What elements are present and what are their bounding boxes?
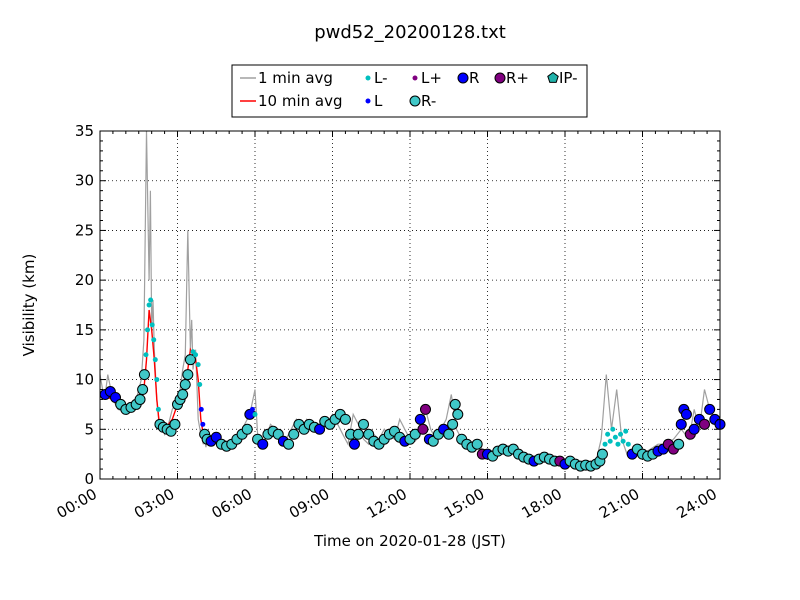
legend-swatch (457, 72, 469, 84)
marker-R- (283, 438, 295, 450)
marker-R- (138, 369, 150, 381)
y-tick-label: 5 (84, 420, 94, 438)
marker-L- (193, 352, 199, 358)
marker-R- (288, 428, 300, 440)
marker-L- (155, 406, 161, 412)
marker-R (414, 413, 426, 425)
marker-R- (177, 388, 189, 400)
marker-R- (443, 428, 455, 440)
marker-R- (137, 384, 149, 396)
marker-L- (145, 327, 151, 333)
marker-R- (596, 448, 608, 460)
marker-R (314, 423, 326, 435)
y-axis-label: Visibility (km) (20, 254, 38, 357)
marker-R- (241, 423, 253, 435)
legend-label: 10 min avg (258, 92, 343, 110)
legend-label: IP- (559, 69, 578, 87)
legend-label: 1 min avg (258, 69, 333, 87)
marker-L- (615, 441, 621, 447)
marker-L- (152, 357, 158, 363)
marker-R- (184, 354, 196, 366)
marker-R- (449, 398, 461, 410)
x-axis-label: Time on 2020-01-28 (JST) (313, 532, 506, 550)
y-tick-label: 30 (75, 172, 94, 190)
marker-L (198, 406, 204, 412)
marker-R (680, 408, 692, 420)
marker-R+ (420, 403, 431, 415)
y-tick-label: 25 (75, 221, 94, 239)
marker-L- (612, 434, 618, 440)
legend-swatch (412, 75, 418, 81)
marker-L- (146, 302, 152, 308)
marker-L- (149, 322, 155, 328)
legend-label: R (469, 69, 479, 87)
marker-R- (339, 413, 351, 425)
y-tick-label: 0 (84, 470, 94, 488)
y-tick-label: 10 (75, 371, 94, 389)
marker-L- (252, 411, 258, 417)
legend-label: R+ (506, 69, 529, 87)
marker-R- (169, 418, 181, 430)
marker-L (200, 421, 206, 427)
legend: 1 min avg L- L+ R R+ IP- 10 min avg L R- (231, 64, 588, 118)
marker-R- (182, 369, 194, 381)
marker-R- (452, 408, 464, 420)
marker-R- (409, 428, 421, 440)
precip-markers (99, 297, 726, 472)
marker-R- (471, 438, 483, 450)
marker-R+ (699, 418, 710, 430)
marker-R (257, 438, 269, 450)
marker-R- (447, 418, 459, 430)
marker-L- (197, 382, 203, 388)
y-tick-label: 35 (75, 122, 94, 140)
legend-swatch (365, 98, 371, 104)
legend-label: L- (374, 69, 388, 87)
marker-R (688, 423, 700, 435)
plot-area (100, 131, 720, 479)
marker-L- (618, 431, 624, 437)
marker-L- (151, 337, 157, 343)
marker-R- (673, 438, 685, 450)
chart-title: pwd52_20200128.txt (314, 22, 506, 43)
marker-L- (620, 438, 626, 444)
marker-R- (134, 393, 146, 405)
marker-R (704, 403, 716, 415)
grid (100, 131, 720, 479)
marker-L- (154, 377, 160, 383)
y-tick-label: 15 (75, 321, 94, 339)
marker-R (348, 438, 360, 450)
marker-L- (148, 297, 154, 303)
y-tick-label: 20 (75, 271, 94, 289)
marker-L- (195, 362, 201, 368)
marker-L- (610, 426, 616, 432)
legend-swatch (365, 75, 371, 81)
legend-label: L+ (421, 69, 442, 87)
legend-label: R- (421, 92, 436, 110)
marker-R+ (417, 423, 429, 435)
marker-L- (625, 441, 631, 447)
legend-swatch (409, 95, 421, 107)
marker-L- (143, 352, 149, 358)
marker-R- (358, 418, 369, 430)
marker-L- (602, 441, 608, 447)
marker-R- (179, 379, 191, 391)
legend-swatch (494, 72, 506, 84)
marker-L- (623, 428, 629, 434)
marker-R- (352, 428, 364, 440)
marker-R (675, 418, 687, 430)
marker-L- (605, 431, 611, 437)
legend-label: L (374, 92, 383, 110)
legend-box (231, 64, 588, 118)
marker-L- (607, 438, 613, 444)
marker-L (249, 406, 255, 412)
legend-swatch (547, 71, 559, 83)
